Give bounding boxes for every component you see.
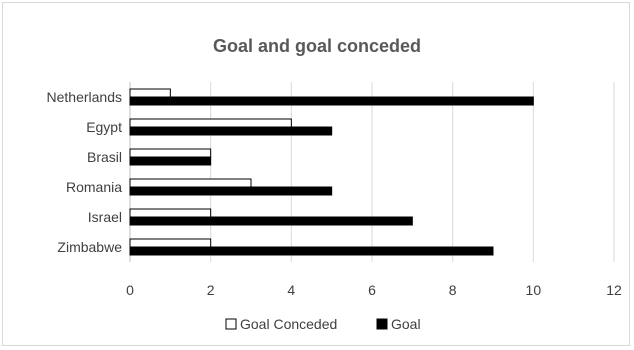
- bar-goal-conceded: [129, 238, 212, 248]
- legend-swatch-goal-conceded: [225, 318, 237, 330]
- chart-area: [2, 2, 630, 346]
- bar-goal: [129, 216, 413, 226]
- bar-goal-conceded: [129, 208, 212, 218]
- x-tick-label: 8: [449, 282, 457, 298]
- bar-goal: [129, 246, 494, 256]
- bar-goal: [129, 186, 333, 196]
- category-label: Egypt: [86, 119, 122, 135]
- x-tick-label: 4: [287, 282, 295, 298]
- x-axis-ticks: 0 2 4 6 8 10 12: [126, 282, 622, 298]
- bar-goal-conceded: [129, 88, 171, 98]
- bar-goal: [129, 96, 534, 106]
- category-labels: Netherlands Egypt Brasil Romania Israel Zimba…: [47, 89, 123, 255]
- x-tick-label: 12: [606, 282, 622, 298]
- category-label: Romania: [66, 179, 122, 195]
- category-label: Brasil: [87, 149, 122, 165]
- x-tick-label: 2: [207, 282, 215, 298]
- legend: Goal Conceded Goal: [225, 316, 421, 332]
- bar-goal: [129, 126, 333, 136]
- legend-label-goal-conceded: Goal Conceded: [240, 316, 337, 332]
- category-label: Netherlands: [47, 89, 123, 105]
- x-tick-label: 0: [126, 282, 134, 298]
- bar-goal: [129, 156, 212, 166]
- category-label: Israel: [88, 209, 122, 225]
- x-tick-label: 10: [526, 282, 542, 298]
- bar-goal-conceded: [129, 148, 212, 158]
- x-tick-label: 6: [368, 282, 376, 298]
- chart-title: Goal and goal conceded: [213, 36, 421, 56]
- category-label: Zimbabwe: [57, 239, 122, 255]
- bar-goal-conceded: [129, 178, 252, 188]
- legend-label-goal: Goal: [391, 316, 421, 332]
- legend-swatch-goal: [376, 318, 388, 330]
- bars: [129, 88, 534, 256]
- bar-goal-conceded: [129, 118, 292, 128]
- gridlines: [129, 82, 615, 262]
